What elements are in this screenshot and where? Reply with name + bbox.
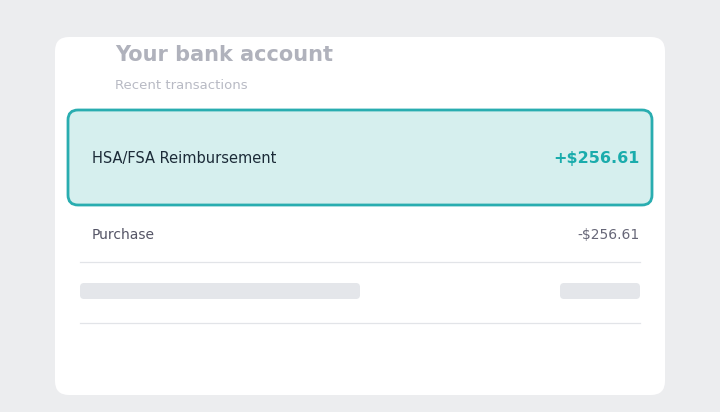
Text: Recent transactions: Recent transactions <box>115 79 248 91</box>
FancyBboxPatch shape <box>560 283 640 299</box>
Text: Purchase: Purchase <box>92 228 155 242</box>
FancyBboxPatch shape <box>80 283 360 299</box>
FancyBboxPatch shape <box>68 110 652 205</box>
Text: +$256.61: +$256.61 <box>554 150 640 166</box>
Text: -$256.61: -$256.61 <box>577 228 640 242</box>
Text: Your bank account: Your bank account <box>115 45 333 65</box>
Text: HSA/FSA Reimbursement: HSA/FSA Reimbursement <box>92 150 276 166</box>
FancyBboxPatch shape <box>55 37 665 395</box>
